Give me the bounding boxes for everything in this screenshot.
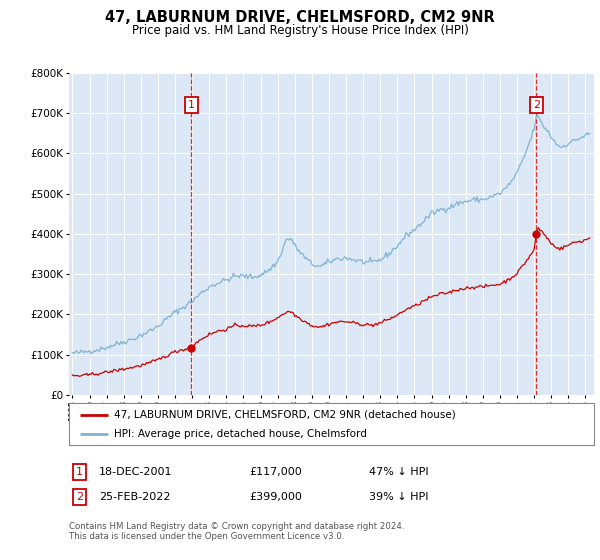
Text: HPI: Average price, detached house, Chelmsford: HPI: Average price, detached house, Chel… [113, 429, 367, 439]
Text: 2: 2 [533, 100, 540, 110]
Text: 2: 2 [76, 492, 83, 502]
Text: 39% ↓ HPI: 39% ↓ HPI [369, 492, 428, 502]
Text: Price paid vs. HM Land Registry's House Price Index (HPI): Price paid vs. HM Land Registry's House … [131, 24, 469, 36]
Text: 1: 1 [76, 467, 83, 477]
Text: Contains HM Land Registry data © Crown copyright and database right 2024.
This d: Contains HM Land Registry data © Crown c… [69, 522, 404, 542]
Text: 47, LABURNUM DRIVE, CHELMSFORD, CM2 9NR (detached house): 47, LABURNUM DRIVE, CHELMSFORD, CM2 9NR … [113, 409, 455, 419]
Text: £117,000: £117,000 [249, 467, 302, 477]
Text: 1: 1 [188, 100, 195, 110]
Text: £399,000: £399,000 [249, 492, 302, 502]
Text: 47% ↓ HPI: 47% ↓ HPI [369, 467, 428, 477]
Text: 47, LABURNUM DRIVE, CHELMSFORD, CM2 9NR: 47, LABURNUM DRIVE, CHELMSFORD, CM2 9NR [105, 10, 495, 25]
Text: 25-FEB-2022: 25-FEB-2022 [99, 492, 170, 502]
Text: 18-DEC-2001: 18-DEC-2001 [99, 467, 173, 477]
